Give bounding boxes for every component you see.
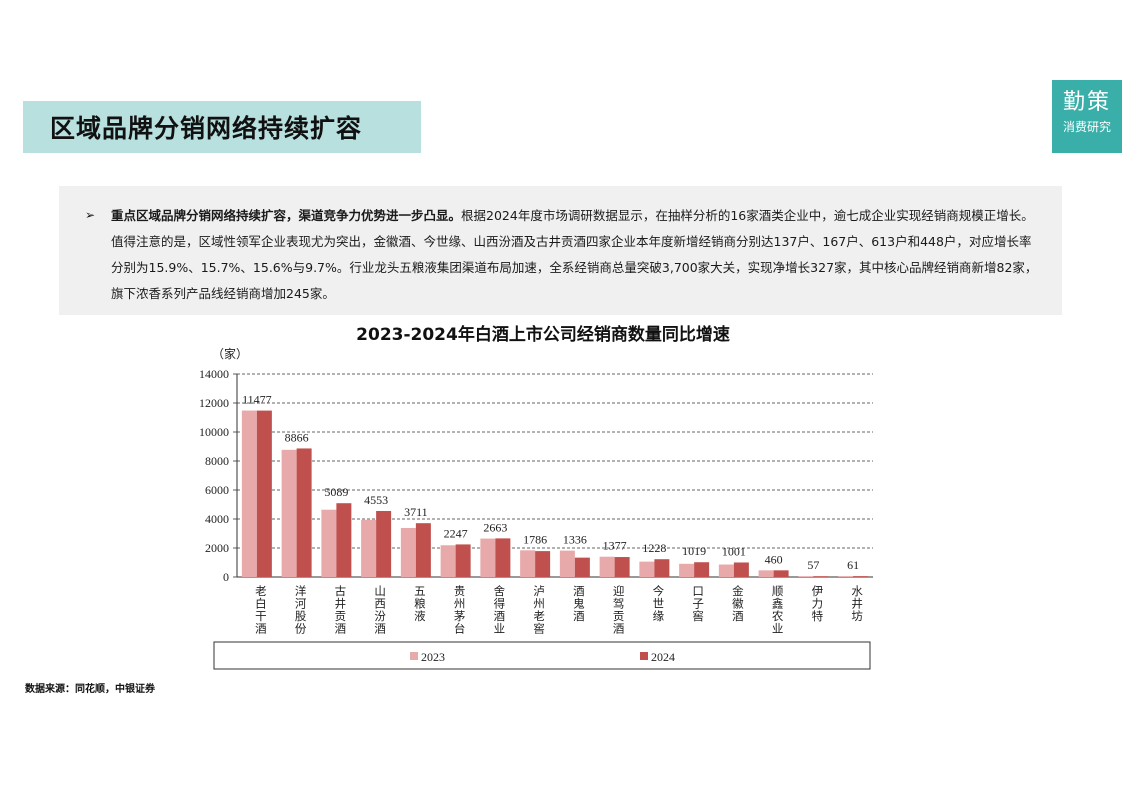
bullet-arrow-icon: ➢ (85, 208, 96, 222)
data-label: 1019 (682, 544, 706, 558)
bar-2024 (336, 503, 352, 577)
y-tick-label: 10000 (199, 425, 229, 439)
bar-2023 (520, 550, 536, 577)
x-tick-label: 古井贡酒 (333, 584, 347, 635)
bar-2023 (838, 576, 854, 577)
bar-2023 (758, 570, 774, 577)
data-label: 61 (847, 558, 859, 572)
x-tick-label: 贵州茅台 (453, 585, 467, 635)
x-tick-label: 迎驾贡酒 (612, 585, 626, 635)
logo-main-text: 勤策 (1062, 90, 1111, 115)
bar-2024 (813, 576, 829, 577)
bar-2023 (321, 509, 337, 577)
bar-2024 (455, 544, 471, 577)
bar-2023 (281, 449, 297, 577)
y-tick-label: 4000 (205, 512, 229, 526)
data-label: 1786 (523, 532, 547, 546)
data-label: 2663 (483, 520, 507, 534)
data-label: 1336 (563, 533, 587, 547)
summary-box: ➢ 重点区域品牌分销网络持续扩容，渠道竞争力优势进一步凸显。根据2024年度市场… (59, 186, 1062, 315)
bar-2023 (718, 564, 734, 577)
brand-logo: 勤策 消费研究 (1052, 80, 1122, 153)
y-tick-label: 14000 (199, 367, 229, 381)
data-label: 8866 (285, 430, 309, 444)
legend-box (213, 641, 871, 670)
x-tick-label: 金徽酒 (731, 584, 745, 622)
y-tick-label: 6000 (205, 483, 229, 497)
bar-2023 (440, 545, 456, 577)
bar-2024 (574, 557, 590, 577)
bar-2023 (599, 556, 615, 577)
data-label: 5089 (324, 485, 348, 499)
data-label: 11477 (242, 393, 272, 407)
legend-swatch-2024 (640, 652, 648, 660)
bar-2023 (241, 410, 257, 577)
bar-2023 (400, 527, 416, 577)
y-tick-label: 2000 (205, 541, 229, 555)
x-tick-label: 老白干酒 (254, 585, 268, 635)
y-tick-label: 0 (223, 570, 229, 584)
page-title-bar: 区域品牌分销网络持续扩容 (23, 101, 421, 153)
data-label: 460 (765, 552, 783, 566)
legend-swatch-2023 (410, 652, 418, 660)
bar-2024 (853, 576, 869, 577)
bar-2023 (559, 550, 575, 577)
bar-2024 (694, 562, 710, 577)
x-tick-label: 水井坊 (850, 585, 864, 623)
data-label: 1001 (722, 544, 746, 558)
y-tick-label: 8000 (205, 454, 229, 468)
data-label: 1228 (642, 541, 666, 555)
summary-body: 根据2024年度市场调研数据显示，在抽样分析的16家酒类企业中，逾七成企业实现经… (111, 208, 1038, 301)
data-label: 1377 (603, 539, 627, 553)
data-label: 57 (807, 558, 819, 572)
bar-2024 (654, 559, 670, 577)
x-tick-label: 口子窖 (691, 585, 705, 623)
data-label: 4553 (364, 493, 388, 507)
bar-2024 (256, 410, 272, 577)
x-tick-label: 洋河股份 (294, 584, 308, 635)
x-tick-label: 酒鬼酒 (572, 585, 586, 623)
bar-2023 (639, 561, 655, 577)
source-note: 数据来源：同花顺，中银证券 (25, 684, 155, 695)
chart-title: 2023-2024年白酒上市公司经销商数量同比增速 (356, 325, 730, 345)
bar-2024 (376, 510, 392, 577)
data-label: 2247 (444, 526, 468, 540)
summary-bold-lead: 重点区域品牌分销网络持续扩容，渠道竞争力优势进一步凸显。 (111, 208, 462, 223)
y-tick-label: 12000 (199, 396, 229, 410)
bar-2024 (415, 523, 431, 577)
bar-2024 (733, 562, 749, 577)
x-tick-label: 五粮液 (413, 585, 427, 623)
legend-label-2024: 2024 (651, 650, 675, 664)
x-tick-label: 山西汾酒 (373, 585, 387, 635)
x-tick-label: 泸州老窖 (532, 585, 546, 635)
x-tick-label: 顺鑫农业 (771, 585, 785, 635)
bar-2024 (296, 448, 312, 577)
bar-2023 (798, 576, 814, 577)
bar-2024 (535, 551, 551, 577)
y-axis-unit-label: （家） (212, 346, 248, 361)
x-tick-label: 今世缘 (651, 584, 665, 622)
bar-2023 (480, 538, 496, 577)
bar-2023 (361, 519, 377, 577)
x-tick-label: 舍得酒业 (492, 584, 506, 635)
summary-paragraph: 重点区域品牌分销网络持续扩容，渠道竞争力优势进一步凸显。根据2024年度市场调研… (111, 203, 1041, 307)
bar-2024 (495, 538, 511, 577)
legend-label-2023: 2023 (421, 650, 445, 664)
bar-2023 (679, 563, 695, 577)
bar-2024 (614, 557, 630, 577)
x-tick-label: 伊力特 (810, 585, 824, 623)
page-title: 区域品牌分销网络持续扩容 (50, 114, 363, 143)
logo-sub-text: 消费研究 (1062, 120, 1111, 134)
bar-2024 (773, 570, 789, 577)
data-label: 3711 (404, 505, 428, 519)
